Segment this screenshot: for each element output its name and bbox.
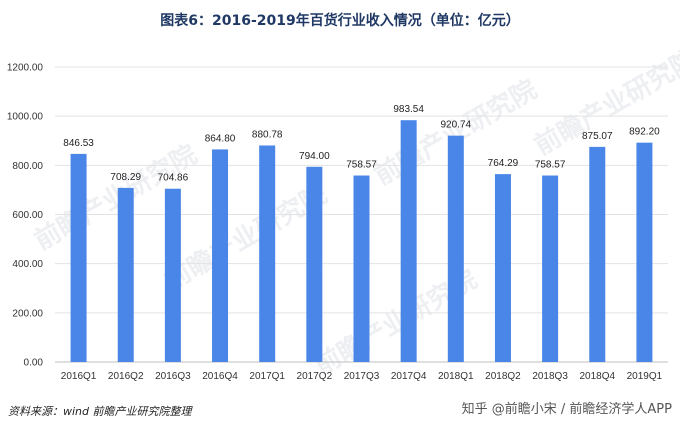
y-tick-label: 1000.00 — [7, 112, 44, 123]
x-tick-label: 2016Q2 — [108, 371, 144, 382]
bar — [542, 175, 559, 362]
source-note: 资料来源：wind 前瞻产业研究院整理 — [8, 405, 192, 418]
x-tick-label: 2018Q3 — [532, 371, 568, 382]
y-axis-ticks: 0.00 200.00 400.00 600.00 800.00 1000.00 1200.… — [7, 63, 44, 369]
x-tick-label: 2017Q4 — [391, 371, 427, 382]
bar — [494, 174, 511, 362]
bar — [306, 166, 323, 362]
y-tick-label: 400.00 — [12, 259, 43, 270]
x-tick-label: 2019Q1 — [627, 371, 663, 382]
data-labels: 846.53 708.29 704.86 864.80 880.78 794.00 758.… — [63, 104, 660, 184]
x-tick-label: 2018Q4 — [579, 371, 615, 382]
data-label: 880.78 — [252, 129, 283, 140]
x-tick-label: 2017Q2 — [297, 371, 333, 382]
x-tick-label: 2016Q4 — [202, 371, 238, 382]
watermark-text: 前瞻产业研究院 — [529, 44, 680, 162]
y-tick-label: 600.00 — [12, 210, 43, 221]
bar — [636, 142, 653, 362]
data-label: 704.86 — [158, 173, 189, 184]
data-label: 892.20 — [629, 127, 660, 138]
data-label: 758.57 — [535, 160, 566, 171]
data-label: 875.07 — [582, 131, 613, 142]
watermark-text: 前瞻产业研究院 — [159, 179, 332, 297]
bar — [447, 135, 464, 362]
data-label: 864.80 — [205, 133, 236, 144]
y-tick-label: 200.00 — [12, 308, 43, 319]
bar — [117, 187, 134, 362]
bar — [164, 188, 181, 362]
x-tick-label: 2018Q1 — [438, 371, 474, 382]
x-tick-label: 2016Q3 — [155, 371, 191, 382]
x-tick-label: 2016Q1 — [61, 371, 97, 382]
data-label: 758.57 — [346, 160, 377, 171]
bar — [589, 146, 606, 362]
bar — [400, 120, 417, 363]
bar — [212, 149, 229, 362]
x-tick-label: 2017Q1 — [249, 371, 285, 382]
data-label: 920.74 — [441, 120, 472, 131]
y-tick-label: 1200.00 — [7, 63, 44, 74]
bar — [259, 145, 276, 362]
chart-title: 图表6：2016-2019年百货行业收入情况（单位：亿元） — [160, 13, 520, 29]
data-label: 846.53 — [63, 138, 94, 149]
brand-credit: 知乎 @前瞻小宋 / 前瞻经济学人APP — [461, 402, 672, 417]
bars — [70, 120, 653, 363]
y-tick-label: 0.00 — [24, 358, 44, 369]
x-tick-label: 2017Q3 — [344, 371, 380, 382]
bar — [353, 175, 370, 362]
x-tick-label: 2018Q2 — [485, 371, 521, 382]
data-label: 708.29 — [110, 172, 141, 183]
data-label: 983.54 — [393, 104, 424, 115]
y-tick-label: 800.00 — [12, 161, 43, 172]
data-label: 764.29 — [488, 158, 519, 169]
bar — [70, 153, 87, 362]
x-axis-ticks: 2016Q1 2016Q2 2016Q3 2016Q4 2017Q1 2017Q2 2017… — [61, 371, 663, 382]
data-label: 794.00 — [299, 151, 330, 162]
